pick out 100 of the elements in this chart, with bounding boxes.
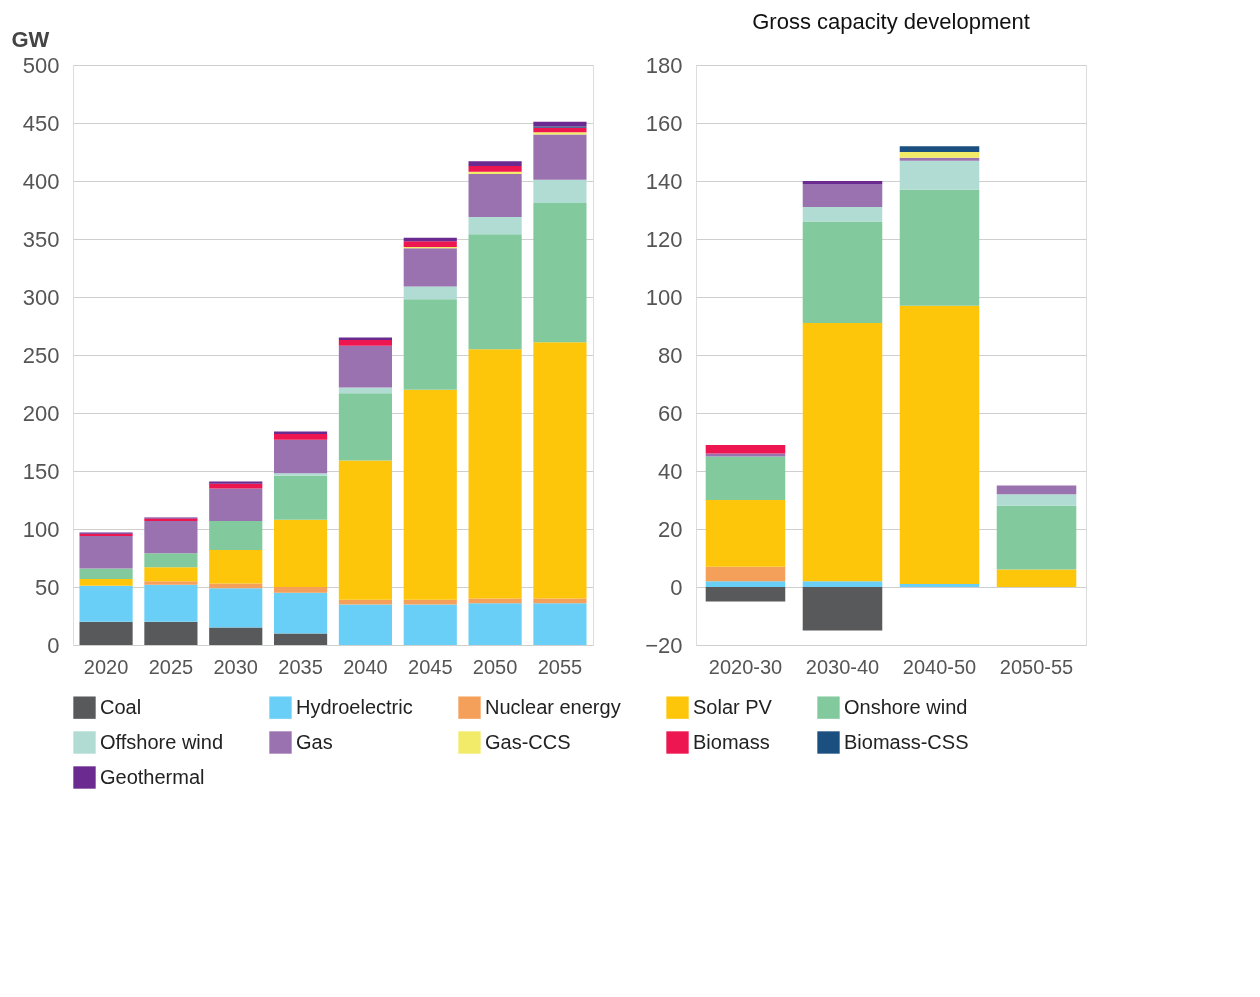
legend-label: Offshore wind [100, 730, 224, 753]
bar [996, 485, 1077, 495]
y-tick-label: 120 [645, 226, 683, 252]
x-tick-label: 2025 [148, 655, 194, 678]
bar [533, 132, 587, 135]
legend-label: Onshore wind [844, 695, 968, 718]
bar [802, 181, 883, 184]
bar [533, 179, 587, 204]
bar [705, 566, 786, 582]
y-tick-label: 300 [22, 284, 60, 310]
bar [338, 393, 392, 461]
bar [996, 494, 1077, 506]
x-tick-label: 2020 [83, 655, 129, 678]
bar [209, 488, 263, 521]
y-tick-label: 100 [22, 516, 60, 542]
bar [338, 339, 392, 346]
bar [403, 604, 457, 645]
y-tick-label: 50 [35, 574, 60, 600]
x-tick-label: 2030 [213, 655, 258, 678]
y-tick-label: 140 [645, 168, 683, 194]
legend-label: Geothermal [100, 765, 205, 788]
bar [899, 157, 980, 161]
x-tick-label: 2040 [343, 655, 388, 678]
y-tick-label: 0 [670, 574, 683, 600]
bar [705, 587, 786, 602]
x-tick-label: 2050 [472, 655, 518, 678]
bar [533, 134, 587, 180]
bar [338, 387, 392, 394]
bar [533, 603, 587, 645]
bar [468, 216, 522, 235]
y-axis-title: GW [11, 26, 50, 52]
x-tick-label: 2050-55 [999, 655, 1074, 678]
bar [996, 569, 1077, 587]
bar [403, 286, 457, 300]
bar [533, 342, 587, 599]
y-tick-label: −20 [645, 632, 683, 658]
bar [79, 568, 133, 579]
bar [144, 520, 198, 554]
bar [705, 581, 786, 587]
y-tick-label: 20 [658, 516, 683, 542]
y-tick-label: 450 [22, 110, 60, 136]
bar [468, 603, 522, 645]
bar [79, 578, 133, 586]
bar [468, 165, 522, 172]
bar [403, 299, 457, 390]
bar [899, 189, 980, 306]
bar [79, 585, 133, 622]
bar [144, 567, 198, 582]
bar [899, 305, 980, 585]
bar [468, 234, 522, 350]
bar [705, 500, 786, 567]
y-tick-label: 150 [22, 458, 60, 484]
bar [802, 587, 883, 631]
y-tick-label: 400 [22, 168, 60, 194]
legend-label: Biomass-CSS [844, 730, 969, 753]
bar [274, 475, 328, 520]
bar [705, 444, 786, 454]
y-tick-label: 200 [22, 400, 60, 426]
y-tick-label: 80 [658, 342, 683, 368]
bar [79, 535, 133, 569]
bar [802, 581, 883, 587]
bar [79, 621, 133, 645]
bar [274, 633, 328, 645]
bar [274, 473, 328, 476]
y-tick-label: 100 [645, 284, 683, 310]
bar [144, 584, 198, 622]
bar [899, 146, 980, 152]
chart-title: Gross capacity development [752, 9, 1030, 34]
bar [899, 160, 980, 190]
bar [274, 592, 328, 634]
bar [338, 460, 392, 600]
bar [209, 481, 263, 484]
y-tick-label: 180 [645, 52, 683, 78]
bar [996, 505, 1077, 570]
bar [705, 456, 786, 500]
bar [802, 183, 883, 208]
bar [468, 349, 522, 599]
x-tick-label: 2030-40 [805, 655, 880, 678]
bar [274, 587, 328, 593]
x-tick-label: 2045 [408, 655, 453, 678]
y-tick-label: 60 [658, 400, 683, 426]
bar [338, 604, 392, 645]
bar [468, 161, 522, 166]
y-tick-label: 250 [22, 342, 60, 368]
legend-label: Gas-CCS [485, 730, 571, 753]
bar [144, 581, 198, 585]
x-tick-label: 2040-50 [902, 655, 977, 678]
legend-label: Coal [100, 695, 142, 718]
bar [705, 453, 786, 457]
bar [338, 345, 392, 388]
bar [802, 323, 883, 582]
legend-label: Hydroelectric [296, 695, 413, 718]
bar [468, 174, 522, 217]
legend-label: Gas [296, 730, 333, 753]
x-tick-label: 2020-30 [708, 655, 783, 678]
bar [403, 241, 457, 248]
bar [144, 621, 198, 645]
bar [209, 588, 263, 628]
bar [403, 248, 457, 287]
bar [403, 389, 457, 600]
